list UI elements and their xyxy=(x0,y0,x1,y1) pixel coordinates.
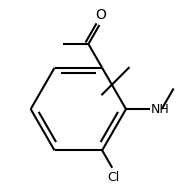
Text: NH: NH xyxy=(151,103,169,116)
Text: O: O xyxy=(95,8,106,22)
Text: Cl: Cl xyxy=(107,170,119,184)
